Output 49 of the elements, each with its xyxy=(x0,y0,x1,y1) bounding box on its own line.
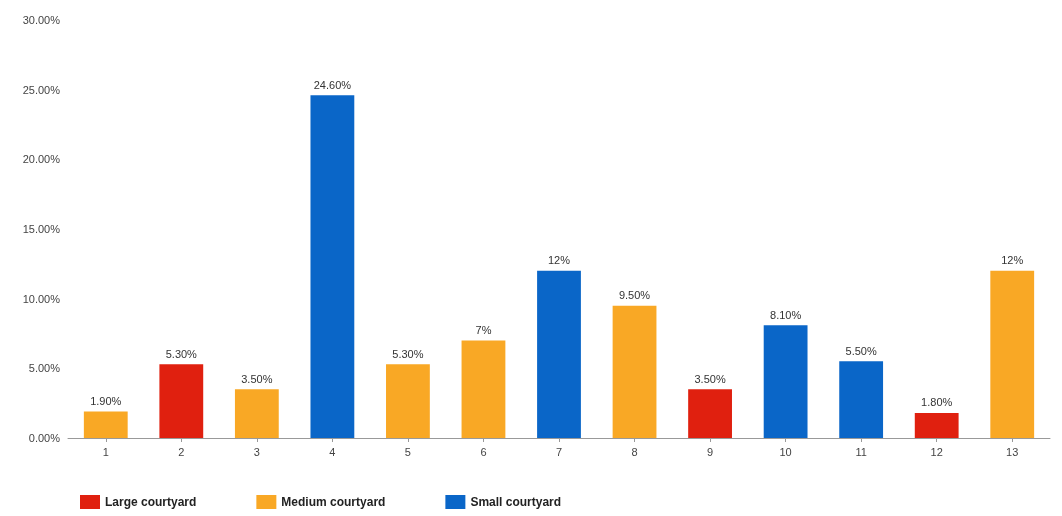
x-tick-label: 6 xyxy=(480,445,487,458)
bar xyxy=(537,270,581,438)
y-tick-label: 10.00% xyxy=(22,292,61,305)
bar xyxy=(990,270,1035,438)
x-tick-label: 12 xyxy=(930,445,943,458)
bar xyxy=(461,340,506,438)
y-tick-label: 0.00% xyxy=(28,432,61,444)
legend-label: Medium courtyard xyxy=(281,495,386,509)
y-tick-label: 30.00% xyxy=(22,14,61,26)
data-label: 1.80% xyxy=(921,396,953,409)
x-tick-label: 1 xyxy=(102,445,109,458)
bar xyxy=(688,389,732,438)
data-label: 7% xyxy=(475,323,492,336)
data-label: 8.10% xyxy=(770,308,802,321)
x-tick-label: 7 xyxy=(555,445,563,458)
bar xyxy=(234,389,279,438)
bar xyxy=(386,364,430,438)
x-tick-label: 9 xyxy=(707,445,714,458)
bar xyxy=(763,325,808,438)
legend-label: Large courtyard xyxy=(105,495,197,509)
data-label: 3.50% xyxy=(241,372,273,385)
x-tick-label: 5 xyxy=(404,445,411,458)
data-label: 3.50% xyxy=(694,372,726,385)
legend-label: Small courtyard xyxy=(470,495,562,509)
y-tick-label: 25.00% xyxy=(22,83,61,96)
x-tick-label: 13 xyxy=(1006,445,1019,458)
data-label: 9.50% xyxy=(618,289,651,302)
y-tick-label: 5.00% xyxy=(28,362,61,375)
bar xyxy=(310,95,355,438)
data-label: 24.60% xyxy=(313,78,352,91)
x-tick-label: 3 xyxy=(253,445,260,458)
data-label: 12% xyxy=(547,254,571,267)
bar xyxy=(839,361,884,438)
x-tick-label: 10 xyxy=(779,445,792,458)
bar xyxy=(83,411,128,438)
data-label: 12% xyxy=(1001,254,1024,267)
data-label: 5.30% xyxy=(165,347,198,360)
x-tick-label: 11 xyxy=(855,445,867,458)
data-label: 1.90% xyxy=(90,395,122,408)
bar xyxy=(159,364,204,438)
x-tick-label: 4 xyxy=(329,445,336,458)
bar xyxy=(612,305,657,438)
y-tick-label: 15.00% xyxy=(22,223,61,235)
x-tick-label: 8 xyxy=(631,445,638,458)
data-label: 5.50% xyxy=(845,344,877,357)
x-tick-label: 2 xyxy=(178,445,185,458)
y-tick-label: 20.00% xyxy=(22,153,61,166)
bar xyxy=(914,412,959,438)
data-label: 5.30% xyxy=(392,347,424,360)
